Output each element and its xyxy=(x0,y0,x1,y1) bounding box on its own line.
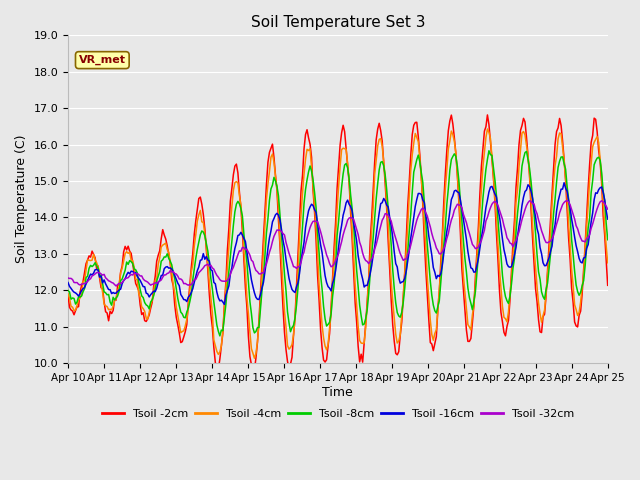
X-axis label: Time: Time xyxy=(323,385,353,398)
Legend: Tsoil -2cm, Tsoil -4cm, Tsoil -8cm, Tsoil -16cm, Tsoil -32cm: Tsoil -2cm, Tsoil -4cm, Tsoil -8cm, Tsoi… xyxy=(97,404,579,423)
Title: Soil Temperature Set 3: Soil Temperature Set 3 xyxy=(251,15,425,30)
Text: VR_met: VR_met xyxy=(79,55,126,65)
Y-axis label: Soil Temperature (C): Soil Temperature (C) xyxy=(15,135,28,264)
